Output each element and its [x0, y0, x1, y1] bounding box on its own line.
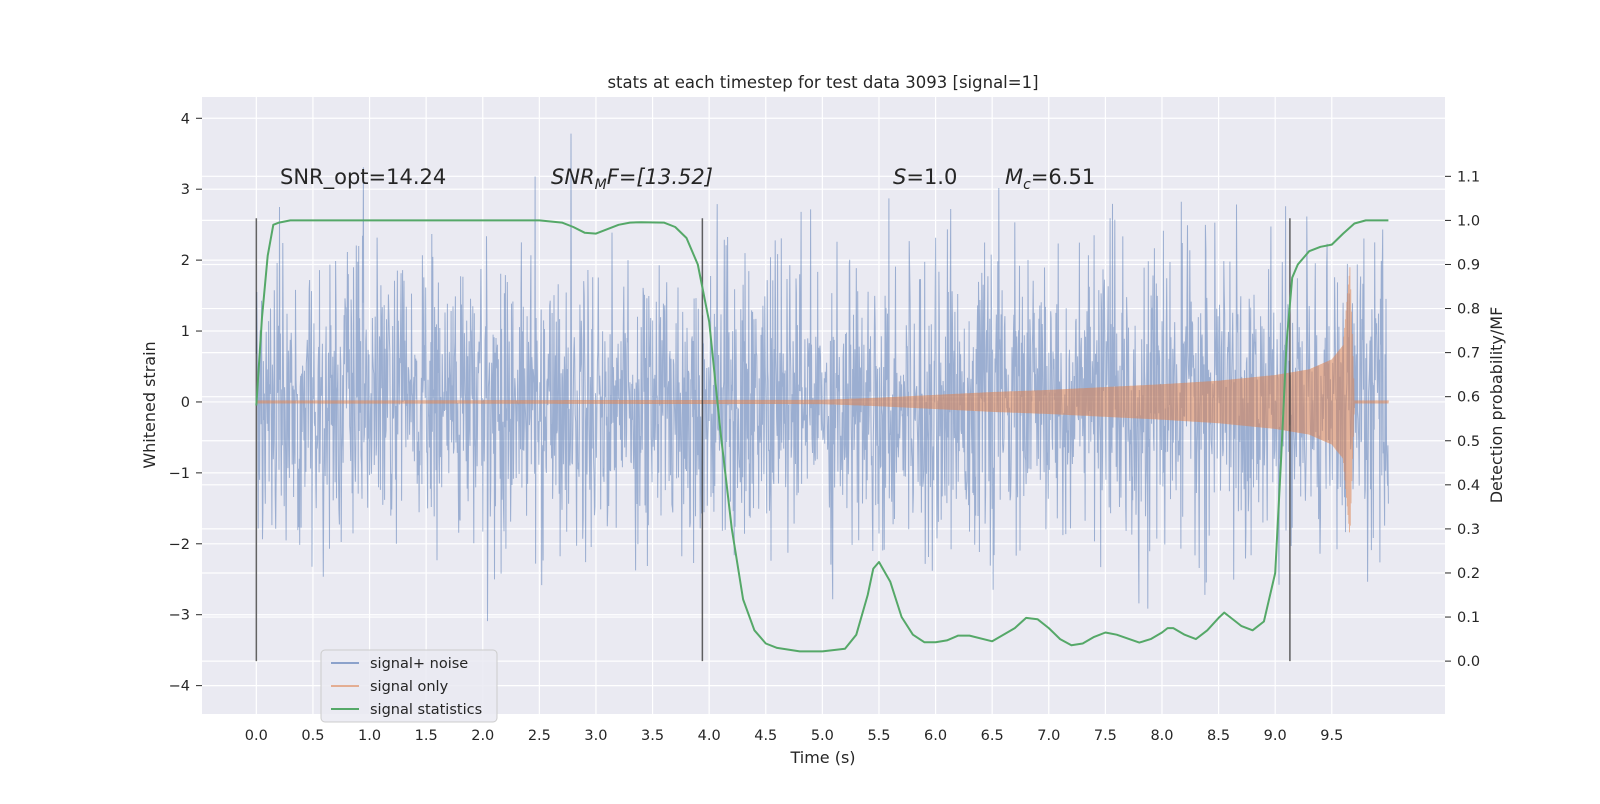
x-tick-label: 0.5: [301, 728, 324, 744]
annotation-snr-opt: SNR_opt=14.24: [280, 165, 446, 190]
y2-tick-label: 0.3: [1457, 522, 1480, 538]
y-tick-label: −1: [169, 466, 190, 482]
annotation-snr-mf: SNRMF=[13.52]: [551, 165, 713, 193]
series-signal-only: [255, 267, 1389, 533]
snr-mf-rest: F=[13.52]: [607, 165, 713, 189]
y-tick-label: −4: [169, 679, 190, 695]
legend: signal+ noise signal only signal statist…: [320, 649, 498, 723]
x-tick-label: 3.5: [641, 728, 664, 744]
x-tick-label: 3.0: [584, 728, 607, 744]
x-tick-label: 0.0: [245, 728, 268, 744]
x-tick-label: 6.5: [981, 728, 1004, 744]
annotation-mc: Mc=6.51: [1005, 165, 1095, 193]
y-tick-label: 3: [181, 182, 190, 198]
y2-tick-label: 0.2: [1457, 566, 1480, 582]
snr-mf-sub: M: [595, 177, 607, 193]
x-tick-label: 1.5: [415, 728, 438, 744]
x-tick-label: 7.0: [1037, 728, 1060, 744]
y-axis-label: Whitened strain: [140, 341, 159, 468]
x-axis-label: Time (s): [789, 748, 855, 767]
x-tick-label: 2.5: [528, 728, 551, 744]
x-tick-label: 1.0: [358, 728, 381, 744]
x-tick-label: 9.0: [1264, 728, 1287, 744]
series-layer: [255, 133, 1389, 622]
y2-tick-label: 0.6: [1457, 390, 1480, 406]
y-tick-label: −3: [169, 608, 190, 624]
x-tick-label: 7.5: [1094, 728, 1117, 744]
x-tick-label: 4.5: [754, 728, 777, 744]
mc-sub: c: [1023, 177, 1031, 193]
x-tick-label: 8.0: [1150, 728, 1173, 744]
x-tick-label: 9.5: [1320, 728, 1343, 744]
y2-tick-label: 0.8: [1457, 302, 1480, 318]
x-tick-label: 2.0: [471, 728, 494, 744]
y-tick-label: 2: [181, 253, 190, 269]
legend-box: [320, 649, 498, 723]
annotation-s: S=1.0: [893, 165, 957, 189]
y2-tick-label: 0.0: [1457, 654, 1480, 670]
y-tick-label: 4: [181, 111, 190, 127]
y2-tick-label: 0.9: [1457, 257, 1480, 273]
legend-label-signal-statistics: signal statistics: [370, 702, 482, 718]
y2-tick-label: 0.5: [1457, 434, 1480, 450]
mc-main: M: [1005, 165, 1023, 189]
y-tick-labels: −4 −3 −2 −1 0 1 2 3 4: [169, 111, 202, 695]
mc-rest: =6.51: [1031, 165, 1095, 189]
y-tick-label: 0: [181, 395, 190, 411]
x-tick-label: 5.5: [867, 728, 890, 744]
s-rest: =1.0: [906, 165, 957, 189]
y2-tick-label: 0.4: [1457, 478, 1480, 494]
y2-tick-label: 0.1: [1457, 610, 1480, 626]
x-tick-label: 8.5: [1207, 728, 1230, 744]
x-tick-label: 6.0: [924, 728, 947, 744]
vertical-markers: [255, 218, 1389, 662]
y2-tick-label: 1.0: [1457, 213, 1480, 229]
snr-mf-main: SNR: [551, 165, 595, 189]
y2-axis-label: Detection probability/MF: [1487, 307, 1506, 504]
y2-tick-label: 1.1: [1457, 169, 1480, 185]
series-signal-statistics: [255, 219, 1389, 653]
legend-label-signal-noise: signal+ noise: [370, 656, 468, 672]
s-main: S: [893, 165, 906, 189]
x-tick-labels: 0.0 0.5 1.0 1.5 2.0 2.5 3.0 3.5 4.0 4.5 5.0 5.5 6.0 6…: [245, 728, 1344, 744]
y2-tick-label: 0.7: [1457, 346, 1480, 362]
legend-label-signal-only: signal only: [370, 679, 449, 695]
x-tick-label: 5.0: [811, 728, 834, 744]
y-tick-label: −2: [169, 537, 190, 553]
chart-title: stats at each timestep for test data 309…: [607, 73, 1038, 92]
y-tick-label: 1: [181, 324, 190, 340]
x-tick-label: 4.0: [698, 728, 721, 744]
y2-tick-labels: 0.0 0.1 0.2 0.3 0.4 0.5 0.6 0.7 0.8 0.9 1.0 1.1: [1445, 169, 1480, 670]
